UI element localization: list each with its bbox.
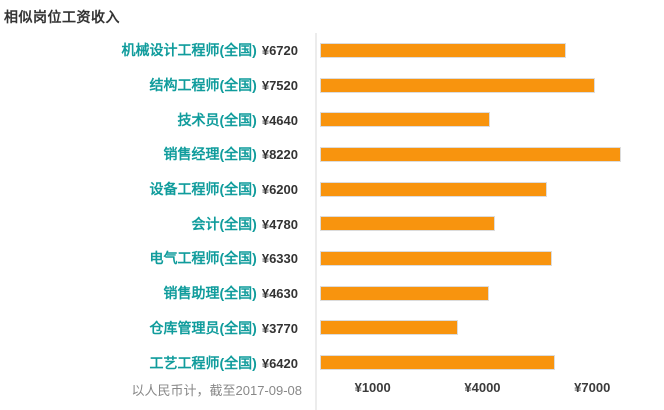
row-label: 结构工程师(全国) ¥7520 [0,75,298,95]
value-label: ¥7520 [261,78,298,94]
salary-bar [320,216,495,232]
category-label: 电气工程师(全国) [149,250,257,267]
chart-row: 电气工程师(全国) ¥6330 [0,241,664,276]
chart-row: 销售经理(全国) ¥8220 [0,137,664,172]
category-label: 工艺工程师(全国) [149,354,257,371]
value-label: ¥6420 [261,355,298,371]
chart-row: 技术员(全国) ¥4640 [0,102,664,137]
chart-row: 结构工程师(全国) ¥7520 [0,68,664,103]
category-label: 设备工程师(全国) [149,181,257,198]
salary-bar [320,181,547,197]
x-axis-tick-label: ¥1000 [354,380,391,395]
category-label: 销售助理(全国) [163,285,257,302]
chart-row: 设备工程师(全国) ¥6200 [0,172,664,207]
salary-bar [320,320,458,336]
value-label: ¥6200 [261,182,298,198]
salary-bar [320,285,489,301]
chart-row: 仓库管理员(全国) ¥3770 [0,311,664,346]
category-label: 会计(全国) [191,215,257,232]
x-axis-tick-label: ¥7000 [574,380,611,395]
category-label: 机械设计工程师(全国) [121,42,257,59]
salary-bar [320,77,595,93]
category-label: 销售经理(全国) [163,146,257,163]
page-title: 相似岗位工资收入 [4,9,120,25]
value-label: ¥4780 [261,216,298,232]
category-label: 结构工程师(全国) [149,77,257,94]
chart-row: 机械设计工程师(全国) ¥6720 [0,33,664,68]
salary-bar [320,42,566,58]
salary-bar [320,112,490,128]
chart-row: 会计(全国) ¥4780 [0,206,664,241]
value-label: ¥3770 [261,320,298,336]
row-label: 工艺工程师(全国) ¥6420 [0,353,298,373]
x-axis-tick-label: ¥4000 [464,380,501,395]
category-label: 技术员(全国) [177,111,257,128]
value-label: ¥4630 [261,286,298,302]
salary-bar [320,250,552,266]
row-label: 销售经理(全国) ¥8220 [0,144,298,164]
chart-row: 工艺工程师(全国) ¥6420 [0,345,664,380]
salary-bar [320,355,555,371]
row-label: 设备工程师(全国) ¥6200 [0,179,298,199]
y-axis-line [315,33,317,410]
value-label: ¥8220 [261,147,298,163]
salary-bar [320,146,621,162]
row-label: 电气工程师(全国) ¥6330 [0,248,298,268]
value-label: ¥6720 [261,43,298,59]
row-label: 仓库管理员(全国) ¥3770 [0,318,298,338]
chart-footnote: 以人民币计，截至2017-09-08 [131,383,303,398]
value-label: ¥4640 [261,112,298,128]
row-label: 机械设计工程师(全国) ¥6720 [0,40,298,60]
row-label: 销售助理(全国) ¥4630 [0,283,298,303]
row-label: 技术员(全国) ¥4640 [0,110,298,130]
value-label: ¥6330 [261,251,298,267]
chart-row: 销售助理(全国) ¥4630 [0,276,664,311]
row-label: 会计(全国) ¥4780 [0,214,298,234]
bar-chart-rows: 机械设计工程师(全国) ¥6720 结构工程师(全国) ¥7520 技术员(全国) ¥46… [0,33,664,380]
category-label: 仓库管理员(全国) [149,319,257,336]
